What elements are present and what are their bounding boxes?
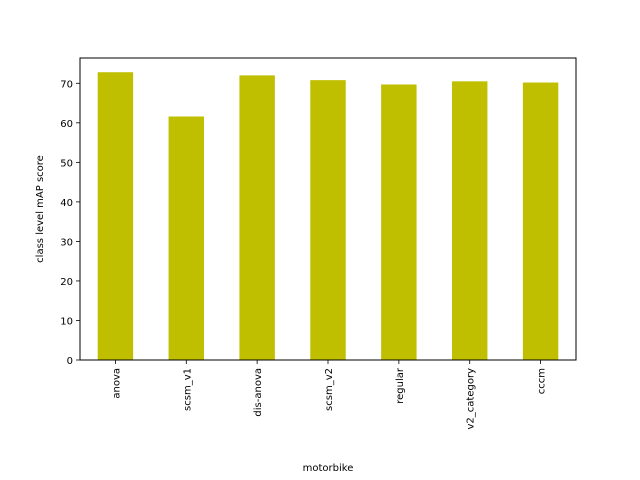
y-axis-label: class level mAP score [35,155,46,263]
x-tick-label: scsm_v2 [324,368,335,411]
x-axis-label: motorbike [303,463,354,474]
x-tick-label: dis-anova [253,368,264,417]
axes-frame [79,57,577,361]
y-tick-label: 60 [60,119,73,130]
bar-dis-anova [239,75,275,360]
bar-v2_category [452,81,488,360]
plot-area [97,72,559,360]
y-tick-label: 0 [67,356,73,367]
x-tick-label: anova [111,368,122,399]
bar-scsm_v1 [168,116,204,360]
x-tick-label: scsm_v1 [182,368,193,411]
y-axis: 0 10 20 30 40 50 60 70 [60,79,80,367]
y-tick-label: 30 [60,237,73,248]
y-tick-label: 20 [60,277,73,288]
bar-cccm [522,82,559,360]
x-axis: anova scsm_v1 dis-anova scsm_v2 regular v2_ca… [111,360,548,430]
y-tick-label: 70 [60,79,73,90]
bar-anova [97,72,134,360]
x-tick-label: v2_category [466,368,477,430]
y-tick-label: 40 [60,198,73,209]
x-tick-label: cccm [537,368,548,394]
bar-scsm_v2 [310,80,346,360]
x-tick-label: regular [395,367,406,404]
bar-regular [381,84,417,360]
y-tick-label: 50 [60,158,73,169]
y-tick-label: 10 [60,316,73,327]
